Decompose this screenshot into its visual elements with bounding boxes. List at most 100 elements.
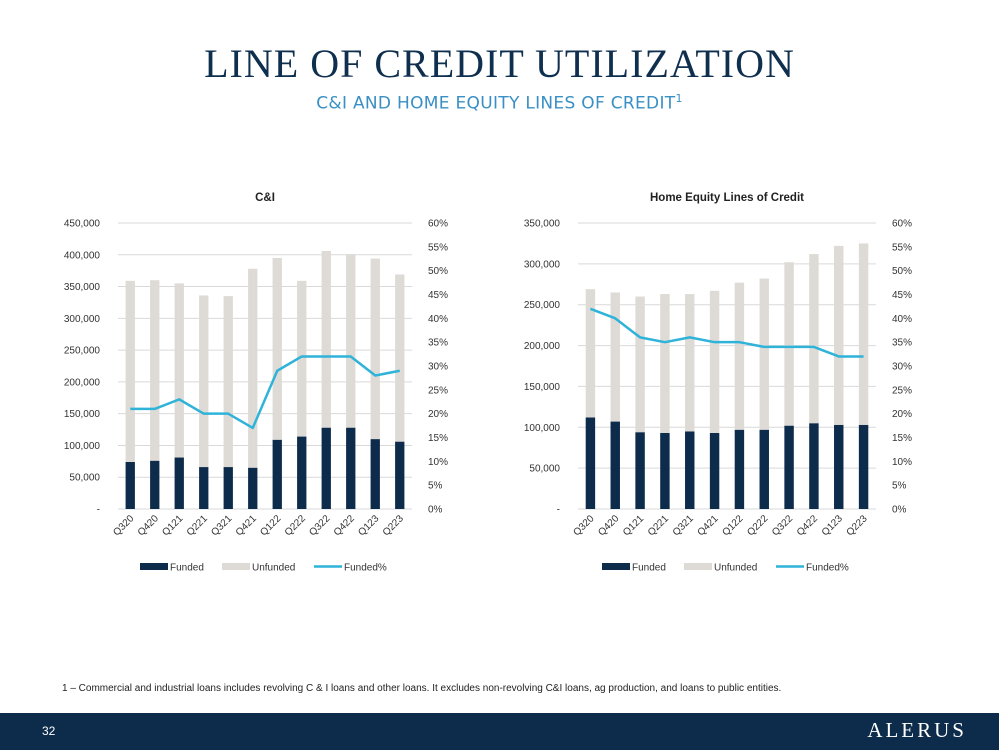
y-tick-label: 450,000 bbox=[64, 219, 101, 230]
x-tick-label: Q321 bbox=[209, 513, 234, 538]
y2-tick-label: 10% bbox=[428, 457, 448, 468]
x-tick-label: Q121 bbox=[621, 513, 646, 538]
bar-funded bbox=[635, 432, 645, 509]
legend-label-unfunded: Unfunded bbox=[714, 563, 757, 574]
legend-label-funded-pct: Funded% bbox=[806, 563, 849, 574]
y-tick-label: 200,000 bbox=[64, 377, 101, 388]
page-title: LINE OF CREDIT UTILIZATION bbox=[204, 41, 795, 86]
bar-unfunded bbox=[734, 282, 745, 430]
y2-tick-label: 25% bbox=[892, 385, 912, 396]
x-tick-label: Q322 bbox=[307, 513, 332, 538]
bar-unfunded bbox=[685, 294, 695, 432]
footer-bar: 32 ALERUS bbox=[0, 713, 999, 750]
legend-label-funded: Funded bbox=[632, 563, 666, 574]
x-tick-label: Q421 bbox=[696, 513, 721, 538]
bar-unfunded bbox=[174, 283, 184, 458]
chart-title: C&I bbox=[255, 192, 275, 204]
x-tick-label: Q320 bbox=[571, 513, 596, 538]
heloc-chart: Home Equity Lines of Credit - 50,000 100,00… bbox=[500, 185, 930, 585]
x-tick-label: Q223 bbox=[381, 513, 406, 538]
y2-tick-label: 20% bbox=[892, 409, 912, 420]
bar-funded bbox=[272, 439, 282, 509]
bar-unfunded bbox=[223, 296, 233, 468]
bar-funded bbox=[199, 467, 209, 509]
y-tick-label: 250,000 bbox=[64, 346, 101, 357]
x-tick-label: Q122 bbox=[258, 513, 283, 538]
bar-unfunded bbox=[834, 245, 844, 425]
bar-funded bbox=[585, 417, 596, 509]
x-tick-label: Q222 bbox=[283, 513, 308, 538]
y2-tick-label: 55% bbox=[428, 242, 448, 253]
y-tick-label: - bbox=[97, 505, 100, 516]
bar-funded bbox=[660, 433, 670, 509]
y2-tick-label: 20% bbox=[428, 409, 448, 420]
bar-unfunded bbox=[784, 262, 794, 426]
legend-label-unfunded: Unfunded bbox=[252, 563, 295, 574]
y2-tick-label: 40% bbox=[428, 314, 448, 325]
bar-funded bbox=[223, 467, 233, 509]
y2-tick-label: 5% bbox=[892, 481, 907, 492]
bar-funded bbox=[709, 433, 720, 509]
y2-tick-label: 25% bbox=[428, 385, 448, 396]
bar-funded bbox=[174, 457, 184, 509]
y2-tick-label: 55% bbox=[892, 242, 912, 253]
heloc-chart-svg: Home Equity Lines of Credit - 50,000 100,00… bbox=[524, 192, 912, 574]
bar-funded bbox=[346, 427, 356, 509]
x-tick-label: Q123 bbox=[820, 513, 845, 538]
x-tick-label: Q222 bbox=[745, 513, 770, 538]
subtitle-text: C&I AND HOME EQUITY LINES OF CREDIT bbox=[316, 93, 676, 114]
y-tick-label: 300,000 bbox=[64, 314, 101, 325]
x-tick-label: Q421 bbox=[234, 513, 259, 538]
bar-unfunded bbox=[199, 295, 209, 468]
chart-title: Home Equity Lines of Credit bbox=[650, 192, 804, 204]
page-number: 32 bbox=[42, 724, 56, 738]
bar-funded bbox=[784, 425, 794, 509]
x-tick-label: Q221 bbox=[185, 513, 210, 538]
x-tick-label: Q123 bbox=[356, 513, 381, 538]
y2-tick-label: 35% bbox=[428, 338, 448, 349]
y-tick-label: 150,000 bbox=[64, 409, 101, 420]
bar-unfunded bbox=[610, 292, 620, 422]
bar-unfunded bbox=[709, 290, 720, 434]
bar-funded bbox=[125, 461, 135, 509]
x-tick-label: Q320 bbox=[111, 513, 136, 538]
x-tick-label: Q223 bbox=[845, 513, 870, 538]
bar-funded bbox=[297, 436, 307, 509]
x-tick-label: Q422 bbox=[795, 513, 820, 538]
bar-funded bbox=[248, 467, 258, 509]
page-subtitle: C&I AND HOME EQUITY LINES OF CREDIT1 bbox=[0, 92, 999, 114]
bar-unfunded bbox=[660, 294, 670, 434]
x-tick-label: Q420 bbox=[136, 513, 161, 538]
bar-funded bbox=[321, 427, 331, 509]
x-tick-label: Q221 bbox=[646, 513, 671, 538]
y2-tick-label: 5% bbox=[428, 481, 443, 492]
y-tick-label: 250,000 bbox=[524, 300, 561, 311]
y2-tick-label: 50% bbox=[892, 266, 912, 277]
y2-tick-label: 0% bbox=[428, 505, 443, 516]
bar-funded bbox=[858, 424, 869, 509]
bar-funded bbox=[395, 441, 405, 509]
bar-funded bbox=[370, 439, 380, 509]
alerus-logo: ALERUS bbox=[867, 718, 967, 742]
bar-funded bbox=[150, 460, 160, 509]
bar-unfunded bbox=[297, 280, 307, 437]
bar-unfunded bbox=[346, 254, 356, 428]
y-tick-label: 300,000 bbox=[524, 259, 561, 270]
x-tick-label: Q121 bbox=[160, 513, 185, 538]
bar-unfunded bbox=[759, 278, 769, 430]
bar-funded bbox=[685, 431, 695, 509]
bar-funded bbox=[834, 424, 844, 509]
legend-label-funded-pct: Funded% bbox=[344, 563, 387, 574]
ci-chart: C&I - 50,000 100,000 150,000 200,000 250,000 30… bbox=[40, 185, 460, 585]
bar-unfunded bbox=[272, 257, 282, 440]
y-tick-label: 400,000 bbox=[64, 250, 101, 261]
y2-tick-label: 50% bbox=[428, 266, 448, 277]
y-tick-label: - bbox=[557, 505, 560, 516]
bar-unfunded bbox=[809, 254, 819, 424]
ci-chart-svg: C&I - 50,000 100,000 150,000 200,000 250,000 30… bbox=[64, 192, 448, 574]
x-tick-label: Q422 bbox=[332, 513, 357, 538]
y-tick-label: 100,000 bbox=[524, 423, 561, 434]
bar-funded bbox=[610, 421, 620, 509]
bar-funded bbox=[809, 423, 819, 509]
y-tick-label: 350,000 bbox=[64, 282, 101, 293]
